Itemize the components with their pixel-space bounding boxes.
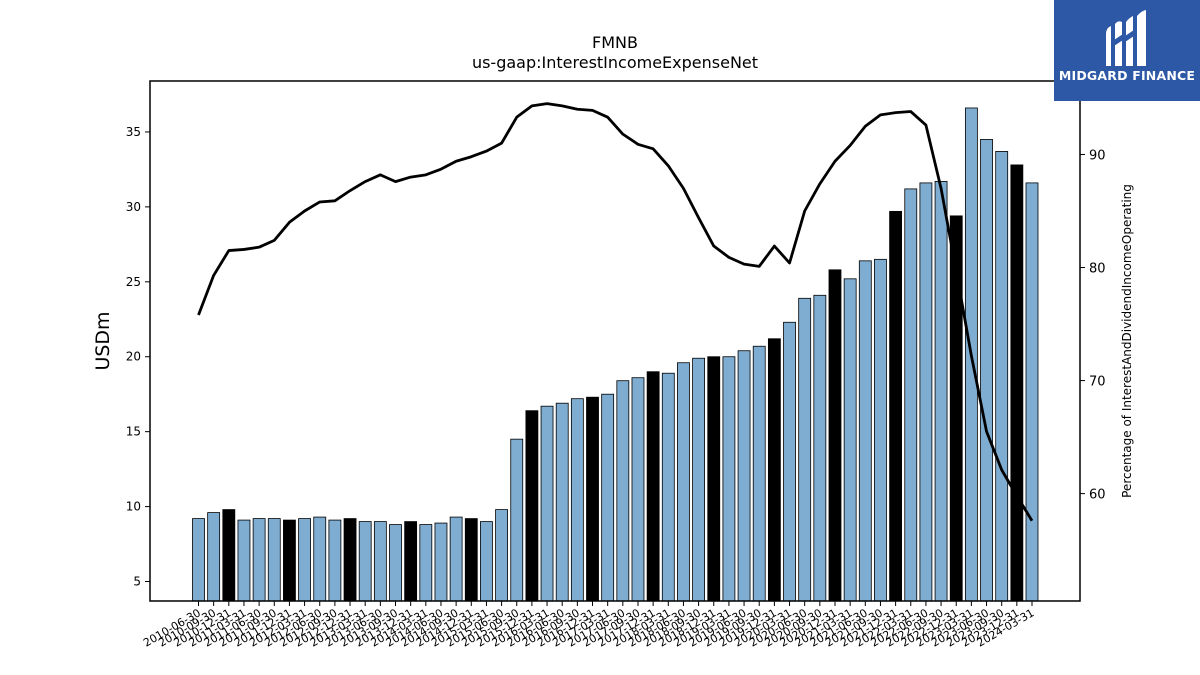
- axes-layer: 5101520253035607080902010-06-302010-09-3…: [126, 80, 1106, 650]
- bar: [283, 519, 296, 602]
- y-tick-label: 10: [126, 500, 141, 514]
- bar: [540, 405, 554, 602]
- bar: [934, 180, 948, 602]
- bar: [328, 519, 342, 602]
- bar: [237, 519, 251, 602]
- bar: [313, 516, 327, 602]
- chart-subtitle: us-gaap:InterestIncomeExpenseNet: [472, 53, 758, 72]
- bar: [192, 518, 205, 602]
- bar: [874, 258, 887, 602]
- bar: [449, 516, 463, 602]
- y-tick-label: 20: [126, 350, 141, 364]
- bar: [904, 188, 918, 602]
- bar: [586, 396, 599, 602]
- bar: [692, 357, 705, 602]
- bar: [752, 345, 766, 602]
- y2-tick-label: 80: [1089, 262, 1106, 277]
- brand-logo: MIDGARD FINANCE: [1054, 0, 1200, 101]
- bar: [222, 509, 236, 602]
- y2-tick-label: 60: [1089, 488, 1106, 503]
- y-tick-label: 25: [126, 275, 141, 289]
- bar: [646, 371, 660, 602]
- bar: [464, 518, 478, 602]
- bar: [995, 151, 1009, 602]
- bar: [631, 377, 645, 602]
- y-tick-label: 35: [126, 125, 141, 139]
- bar: [616, 380, 630, 602]
- bar: [510, 438, 524, 602]
- midgard-logo-icon: [1106, 10, 1146, 66]
- bar: [298, 518, 311, 602]
- bar: [419, 524, 433, 602]
- bar: [495, 509, 508, 602]
- bar: [1025, 182, 1039, 602]
- bar: [828, 269, 842, 602]
- y-tick-label: 15: [126, 425, 141, 439]
- plot-frame: [149, 80, 1081, 602]
- bar: [661, 372, 675, 602]
- bar: [919, 182, 933, 602]
- bar: [707, 356, 721, 602]
- bar: [434, 522, 448, 602]
- bar: [358, 521, 372, 602]
- bar: [480, 521, 493, 602]
- bar: [980, 139, 993, 602]
- bar: [207, 512, 221, 602]
- bar: [525, 410, 539, 602]
- bar: [404, 521, 418, 602]
- bar: [889, 210, 903, 602]
- bar: [813, 294, 827, 602]
- bars-layer: [192, 107, 1039, 602]
- bar: [373, 521, 387, 602]
- bar: [767, 338, 781, 602]
- line-layer: [197, 102, 1034, 522]
- bar: [555, 402, 569, 602]
- bar: [798, 297, 812, 602]
- bar: [843, 278, 857, 602]
- bar: [722, 356, 736, 602]
- bar: [252, 518, 266, 602]
- bar: [570, 398, 584, 602]
- bar: [737, 350, 751, 602]
- chart-title: FMNB: [592, 33, 638, 52]
- line-series: [197, 102, 1034, 522]
- y-tick-label: 30: [126, 200, 141, 214]
- bar: [1010, 164, 1024, 602]
- y-tick-label: 5: [133, 575, 141, 589]
- logo-text: MIDGARD FINANCE: [1058, 68, 1196, 83]
- bar: [783, 321, 796, 602]
- y-axis-label: USDm: [92, 311, 114, 370]
- bar: [343, 518, 357, 602]
- bar: [601, 393, 615, 602]
- y2-axis-label: Percentage of InterestAndDividendIncomeO…: [1120, 184, 1134, 498]
- bar: [677, 362, 690, 602]
- bar: [267, 518, 281, 602]
- y2-tick-label: 70: [1089, 375, 1106, 390]
- bar: [858, 260, 872, 602]
- y2-tick-label: 90: [1089, 148, 1106, 163]
- bar: [389, 524, 402, 602]
